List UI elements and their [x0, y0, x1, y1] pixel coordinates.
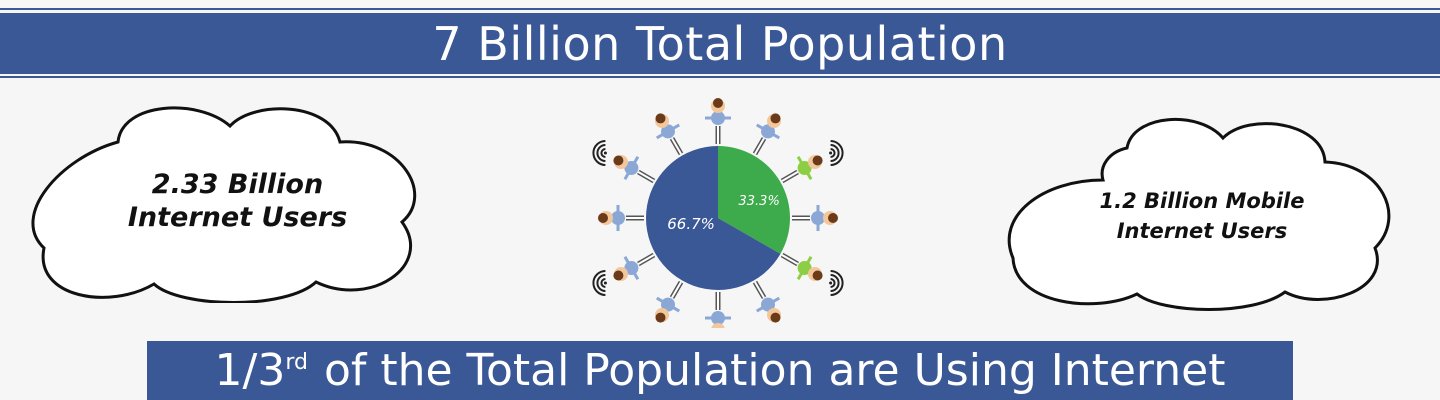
summary-banner: 1/3 rd of the Total Population are Using … — [147, 341, 1293, 400]
wifi-signal-icon — [829, 140, 844, 166]
header-rule — [0, 76, 1440, 78]
person-legs-gap — [637, 254, 655, 265]
summary-text: of the Total Population are Using Intern… — [309, 345, 1226, 396]
internet-users-cloud: 2.33 Billion Internet Users — [30, 98, 435, 303]
person-head — [711, 323, 725, 337]
person-hair — [598, 213, 608, 223]
person-arms — [623, 155, 640, 181]
person-hair — [713, 98, 723, 108]
wifi-arc — [830, 148, 836, 158]
person-hair — [770, 312, 781, 323]
person-arms — [755, 123, 781, 140]
person-arms — [796, 255, 813, 281]
person-icon — [705, 98, 731, 144]
mobile-users-line-2: Internet Users — [1116, 218, 1288, 243]
person-hair — [770, 113, 781, 124]
person-icon — [705, 292, 731, 338]
wifi-arc — [592, 140, 606, 166]
person-legs-gap — [754, 281, 765, 299]
person-icon — [752, 113, 781, 156]
person-icon — [655, 280, 684, 323]
person-arms — [755, 296, 781, 313]
summary-prefix: 1/3 — [214, 345, 286, 396]
internet-users-line-1: 2.33 Billion — [151, 168, 324, 200]
population-pie-chart: 33.3% 66.7% — [578, 88, 858, 338]
person-legs-gap — [781, 171, 799, 182]
wifi-arc — [600, 148, 606, 158]
pie-slice-label-2: 66.7% — [667, 215, 715, 233]
wifi-arc — [592, 270, 606, 296]
internet-users-line-2: Internet Users — [127, 201, 348, 233]
person-legs-gap — [637, 171, 655, 182]
pie-slice-label-1: 33.3% — [739, 194, 780, 209]
wifi-arc — [596, 144, 606, 162]
pie-chart-svg: 33.3% 66.7% — [592, 98, 844, 338]
mobile-users-line-1: 1.2 Billion Mobile — [1099, 188, 1305, 213]
person-arms — [655, 123, 681, 140]
person-arms — [623, 255, 640, 281]
person-icon — [598, 205, 644, 231]
person-hair — [613, 155, 624, 166]
person-hair — [812, 270, 823, 281]
pie-slice-2 — [646, 146, 781, 290]
wifi-arc — [830, 140, 844, 166]
top-rule — [0, 8, 1440, 10]
page-title-banner: 7 Billion Total Population — [0, 13, 1440, 74]
person-icon — [780, 252, 823, 281]
person-legs-gap — [671, 137, 682, 155]
wifi-dot — [829, 151, 833, 155]
wifi-arc — [830, 278, 836, 288]
person-icon — [752, 280, 781, 323]
person-hair — [828, 213, 838, 223]
person-icon — [655, 113, 684, 156]
wifi-arc — [830, 144, 840, 162]
cloud-icon — [31, 106, 417, 303]
person-legs-gap — [781, 254, 799, 265]
wifi-signal-icon — [592, 140, 607, 166]
person-hair — [655, 113, 666, 124]
summary-superscript: rd — [285, 350, 308, 375]
person-legs-gap — [754, 137, 765, 155]
wifi-dot — [603, 151, 607, 155]
wifi-arc — [596, 274, 606, 292]
wifi-signal-icon — [829, 270, 844, 296]
person-icon — [780, 155, 823, 184]
wifi-signal-icon — [592, 270, 607, 296]
person-icon — [613, 155, 656, 184]
mobile-internet-users-cloud: 1.2 Billion Mobile Internet Users — [1003, 108, 1401, 313]
pie-slice-1 — [718, 146, 790, 254]
person-arms — [655, 296, 681, 313]
page-title: 7 Billion Total Population — [432, 16, 1008, 71]
person-hair — [613, 270, 624, 281]
wifi-arc — [830, 270, 844, 296]
person-hair — [655, 312, 666, 323]
wifi-dot — [829, 281, 833, 285]
person-arms — [796, 155, 813, 181]
cloud-icon — [1007, 118, 1391, 311]
person-icon — [613, 252, 656, 281]
wifi-dot — [603, 281, 607, 285]
person-icon — [792, 205, 838, 231]
wifi-arc — [830, 274, 840, 292]
person-hair — [812, 155, 823, 166]
wifi-arc — [600, 278, 606, 288]
person-legs-gap — [671, 281, 682, 299]
